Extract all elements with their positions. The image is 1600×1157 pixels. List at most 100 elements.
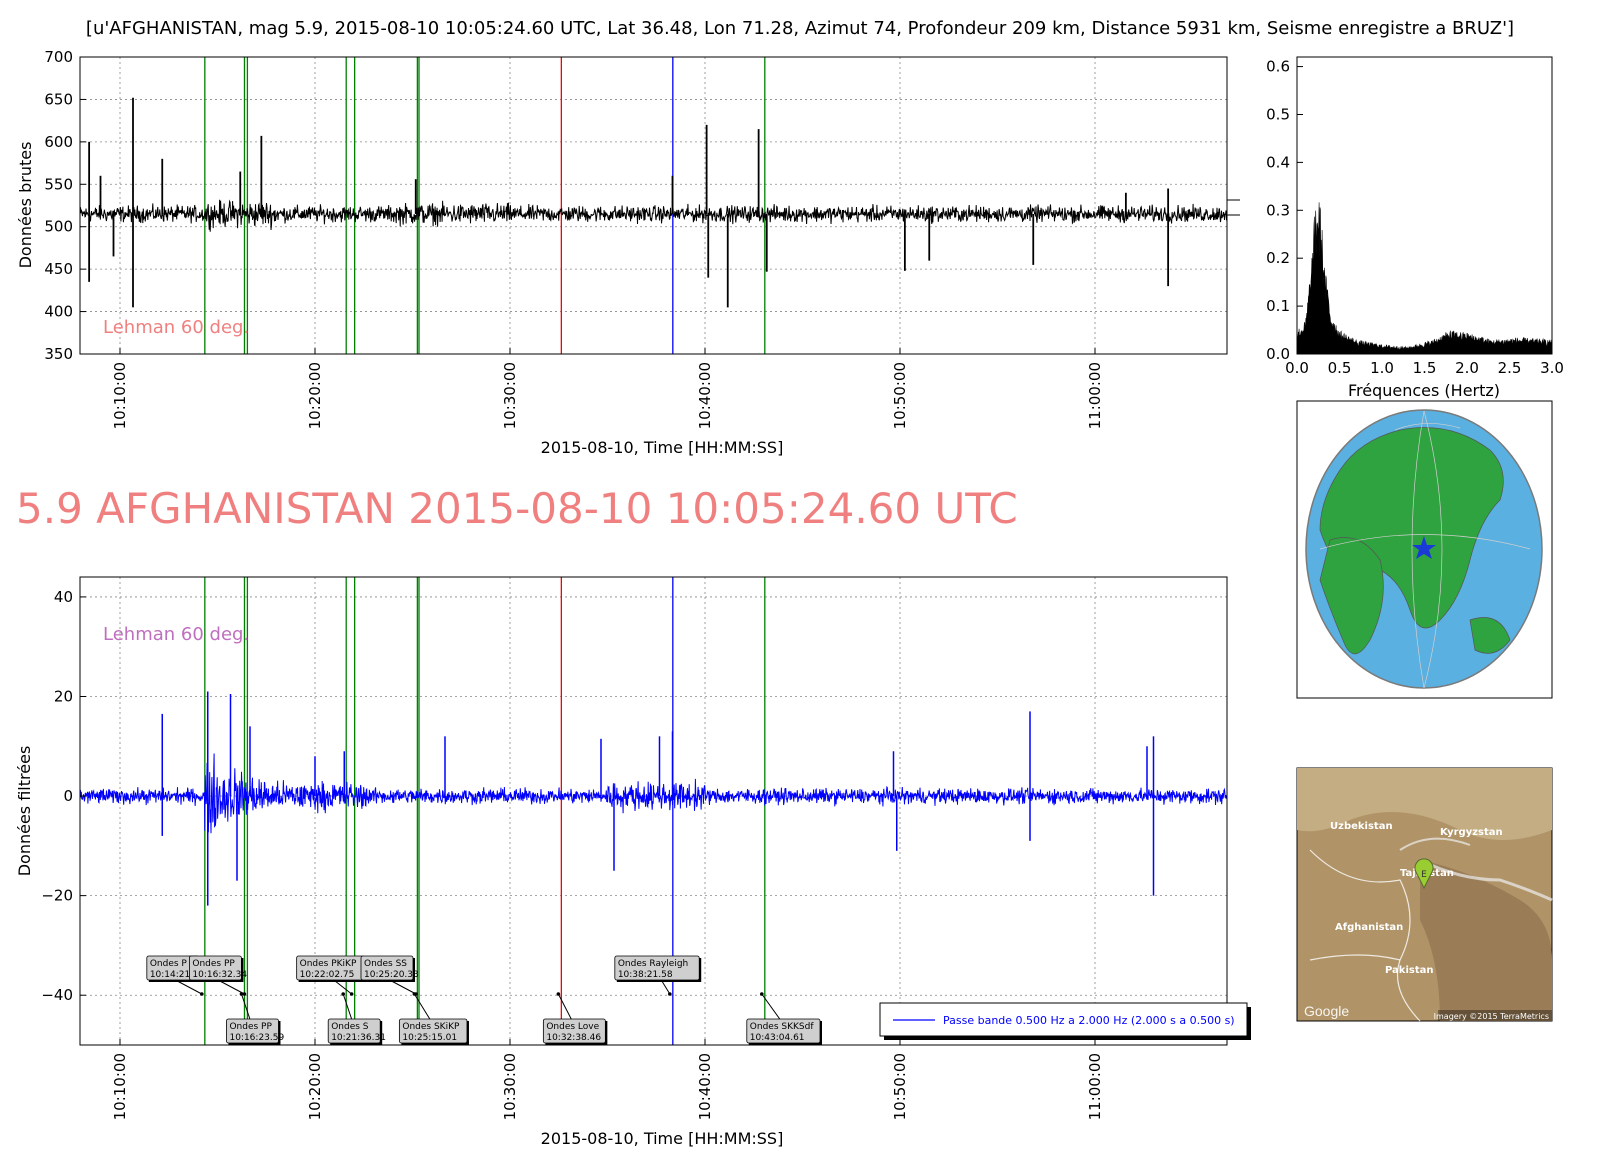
annotation-box bbox=[327, 1018, 381, 1044]
annotation-time: 10:38:21.58 bbox=[618, 970, 673, 980]
filtered-y-ticks: −40 −20 0 20 40 bbox=[41, 588, 86, 1004]
annotation-arrowhead bbox=[556, 992, 561, 996]
annotation-arrow bbox=[761, 993, 781, 1020]
annotation-name: Ondes PP bbox=[192, 959, 235, 969]
filtered-xtick-label: 10:10:00 bbox=[111, 1053, 129, 1120]
annotation-arrowhead bbox=[341, 992, 346, 996]
spectrum-x-label: Fréquences (Hertz) bbox=[1348, 381, 1500, 400]
raw-ytick-label: 500 bbox=[44, 218, 73, 236]
annotation-name: Ondes SKiKP bbox=[402, 1022, 460, 1032]
spectrum-fill bbox=[1296, 202, 1553, 355]
annotation-time: 10:14:21.24 bbox=[150, 970, 205, 980]
spectrum-chart: 0.0 0.1 0.2 0.3 0.4 0.5 0.6 0.0 0.5 1.0 1.5 2.0 2.5… bbox=[1266, 56, 1564, 400]
phase-annotation: Ondes S10:21:36.31 bbox=[327, 992, 386, 1045]
annotation-name: Ondes PP bbox=[229, 1022, 272, 1032]
raw-ytick-label: 350 bbox=[44, 345, 73, 363]
raw-ytick-label: 600 bbox=[44, 133, 73, 151]
filtered-xtick-label: 10:40:00 bbox=[696, 1053, 714, 1120]
spectrum-ytick-label: 0.1 bbox=[1266, 297, 1290, 315]
annotation-box bbox=[226, 1018, 279, 1044]
imagery-credit: Imagery ©2015 TerraMetrics bbox=[1434, 1012, 1549, 1021]
annotation-arrow bbox=[175, 979, 203, 995]
spectrum-xtick-label: 1.5 bbox=[1413, 359, 1437, 377]
globe-inset bbox=[1296, 400, 1553, 699]
annotation-time: 10:32:38.46 bbox=[546, 1033, 601, 1043]
annotation-time: 10:25:15.01 bbox=[402, 1033, 457, 1043]
spectrum-ytick-label: 0.2 bbox=[1266, 249, 1290, 267]
raw-trace bbox=[79, 199, 1228, 232]
map-pin-label: E bbox=[1421, 870, 1427, 880]
map-country-label: Afghanistan bbox=[1335, 922, 1403, 933]
raw-signal bbox=[79, 97, 1228, 308]
filtered-ytick-label: 40 bbox=[54, 588, 73, 606]
raw-ytick-label: 450 bbox=[44, 260, 73, 278]
raw-y-label: Données brutes bbox=[16, 142, 35, 269]
spectrum-xtick-label: 2.0 bbox=[1455, 359, 1479, 377]
annotation-arrow bbox=[413, 993, 431, 1020]
annotation-arrow bbox=[241, 993, 251, 1020]
annotation-time: 10:21:36.31 bbox=[331, 1033, 386, 1043]
filtered-signal bbox=[79, 691, 1228, 906]
spectrum-ytick-label: 0.3 bbox=[1266, 201, 1290, 219]
raw-grid bbox=[80, 57, 1227, 354]
spectrum-ytick-label: 0.0 bbox=[1266, 345, 1290, 363]
raw-x-label: 2015-08-10, Time [HH:MM:SS] bbox=[541, 438, 784, 457]
raw-xtick-label: 10:50:00 bbox=[891, 362, 909, 429]
annotation-arrow bbox=[557, 993, 572, 1020]
raw-phase-lines bbox=[204, 57, 766, 354]
annotation-arrowhead bbox=[668, 992, 672, 996]
annotation-time: 10:22:02.75 bbox=[300, 970, 355, 980]
annotation-arrow bbox=[389, 979, 417, 995]
spectrum-xtick-label: 3.0 bbox=[1540, 359, 1564, 377]
raw-xtick-label: 10:40:00 bbox=[696, 362, 714, 429]
globe-australia bbox=[1469, 617, 1511, 654]
spectrum-ytick-label: 0.4 bbox=[1266, 153, 1290, 171]
filtered-x-ticks: 10:10:00 10:20:00 10:30:00 10:40:00 10:50:00… bbox=[111, 1039, 1104, 1120]
raw-annotation: Lehman 60 deg. bbox=[103, 317, 249, 338]
raw-xtick-label: 10:30:00 bbox=[501, 362, 519, 429]
spectrum-xtick-label: 0.0 bbox=[1285, 359, 1309, 377]
spectrum-x-ticks: 0.0 0.5 1.0 1.5 2.0 2.5 3.0 bbox=[1285, 348, 1564, 377]
annotation-name: Ondes S bbox=[331, 1022, 369, 1032]
annotation-box bbox=[614, 955, 700, 981]
raw-xtick-label: 11:00:00 bbox=[1086, 362, 1104, 429]
annotation-arrow bbox=[333, 979, 352, 995]
map-country-label: Uzbekistan bbox=[1330, 821, 1393, 832]
annotation-name: Ondes P bbox=[150, 959, 188, 969]
filtered-chart: −40 −20 0 20 40 10:10:00 10:20:00 10:30:00 10:4… bbox=[15, 576, 1251, 1148]
annotation-arrow bbox=[342, 993, 353, 1020]
figure-title: [u'AFGHANISTAN, mag 5.9, 2015-08-10 10:0… bbox=[85, 18, 1515, 39]
spectrum-trace bbox=[1296, 202, 1553, 355]
legend-label: Passe bande 0.500 Hz a 2.000 Hz (2.000 s… bbox=[943, 1014, 1235, 1027]
raw-frame bbox=[79, 56, 1228, 355]
annotation-time: 10:43:04.61 bbox=[750, 1033, 805, 1043]
annotation-arrow bbox=[217, 979, 245, 995]
filtered-x-label: 2015-08-10, Time [HH:MM:SS] bbox=[541, 1129, 784, 1148]
annotation-arrowhead bbox=[239, 992, 244, 996]
event-headline: 5.9 AFGHANISTAN 2015-08-10 10:05:24.60 U… bbox=[16, 484, 1018, 533]
raw-y-ticks: 350 400 450 500 550 600 650 700 bbox=[44, 48, 1240, 363]
spectrum-xtick-label: 2.5 bbox=[1498, 359, 1522, 377]
raw-xtick-label: 10:20:00 bbox=[306, 362, 324, 429]
google-logo: Google bbox=[1304, 1003, 1349, 1019]
annotation-arrowhead bbox=[760, 992, 764, 996]
annotation-name: Ondes PKiKP bbox=[300, 959, 357, 969]
filtered-xtick-label: 10:30:00 bbox=[501, 1053, 519, 1120]
map-inset: UzbekistanKyrgyzstanTajikistanAfghanista… bbox=[1296, 767, 1553, 1022]
raw-ytick-label: 700 bbox=[44, 48, 73, 66]
raw-chart: 350 400 450 500 550 600 650 700 10:10:00 10:20:0… bbox=[16, 48, 1240, 457]
filtered-xtick-label: 11:00:00 bbox=[1086, 1053, 1104, 1120]
annotation-box bbox=[542, 1018, 606, 1044]
annotation-box bbox=[398, 1018, 468, 1044]
spectrum-xtick-label: 1.0 bbox=[1370, 359, 1394, 377]
annotation-time: 10:16:23.59 bbox=[229, 1033, 284, 1043]
annotation-box bbox=[746, 1018, 821, 1044]
annotation-arrowhead bbox=[349, 992, 354, 996]
annotation-name: Ondes SS bbox=[364, 959, 407, 969]
